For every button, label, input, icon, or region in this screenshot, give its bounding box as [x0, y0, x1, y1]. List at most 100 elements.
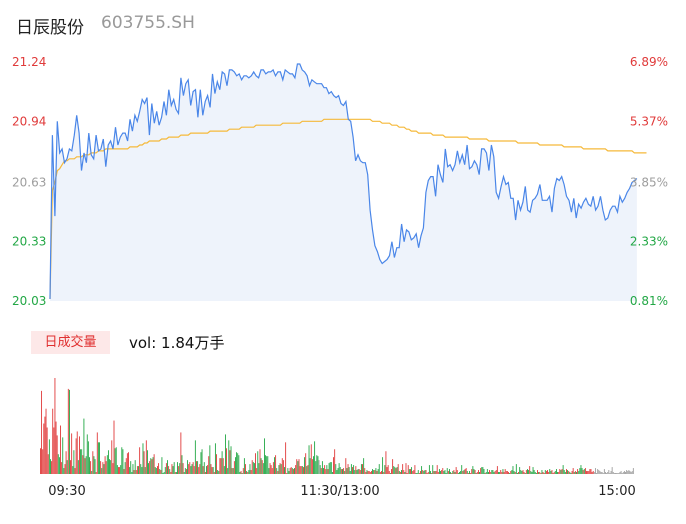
volume-bar: [373, 470, 375, 474]
volume-bar: [175, 472, 177, 474]
volume-bar: [486, 469, 488, 474]
volume-bar: [617, 473, 619, 474]
volume-bar: [64, 464, 66, 474]
volume-bar: [349, 471, 351, 474]
volume-bar: [601, 472, 603, 474]
volume-bar: [464, 469, 466, 474]
volume-bar: [392, 459, 394, 474]
volume-bar: [54, 378, 56, 474]
volume-bar: [154, 467, 156, 474]
volume-bar: [128, 452, 129, 474]
volume-bar: [456, 470, 458, 474]
volume-bar: [92, 451, 94, 474]
volume-bar: [209, 445, 211, 474]
volume-bar: [435, 471, 437, 474]
volume-bar: [547, 470, 548, 474]
price-axis: 21.24 20.94 20.63 20.33 20.03: [12, 55, 46, 308]
volume-bar: [416, 473, 418, 474]
volume-bar: [539, 472, 541, 474]
volume-bar: [84, 458, 86, 474]
volume-bar: [506, 471, 508, 474]
volume-bar: [463, 470, 465, 474]
volume-bar: [280, 464, 282, 474]
volume-bar: [185, 469, 187, 474]
volume-bar: [576, 472, 577, 474]
volume-bar: [426, 473, 428, 474]
volume-bar: [555, 469, 557, 474]
volume-bar: [553, 472, 555, 474]
volume-bar: [559, 469, 561, 474]
volume-bar: [44, 416, 46, 474]
volume-bar: [251, 460, 253, 474]
volume-bar: [91, 471, 93, 474]
volume-bar: [292, 469, 294, 474]
volume-bar: [181, 455, 183, 474]
volume-bar: [309, 458, 311, 474]
volume-bar: [141, 467, 143, 474]
volume-bar: [111, 440, 113, 474]
volume-bar: [167, 460, 168, 474]
volume-bar: [329, 462, 331, 474]
volume-bar: [475, 473, 477, 474]
volume-bar: [382, 457, 384, 474]
volume-bar: [56, 435, 58, 474]
volume-bar: [454, 472, 456, 474]
volume-bar: [519, 467, 521, 474]
volume-bar: [233, 461, 235, 474]
volume-bar: [495, 470, 497, 474]
volume-bar: [622, 472, 624, 474]
volume-bar: [331, 472, 333, 474]
volume-bar: [197, 461, 199, 474]
volume-bar: [594, 468, 596, 474]
volume-bar: [514, 472, 516, 474]
volume-bar: [421, 466, 423, 474]
volume-bar: [116, 465, 118, 474]
volume-bar: [492, 470, 494, 474]
volume-bar: [347, 464, 349, 474]
volume-bar: [159, 469, 161, 474]
price-tick-label: 20.33: [12, 235, 46, 249]
volume-bar: [527, 469, 528, 474]
volume-bar: [530, 471, 532, 474]
volume-bar: [557, 472, 558, 474]
volume-bar: [165, 463, 167, 474]
volume-bar: [138, 466, 139, 474]
volume-bar: [510, 471, 512, 474]
volume-bar: [479, 472, 480, 474]
volume-bar: [532, 467, 534, 474]
volume-bar: [72, 466, 74, 474]
volume-bar: [294, 468, 295, 474]
volume-bar: [132, 464, 134, 474]
volume-bar: [359, 470, 361, 474]
volume-bar: [407, 465, 409, 474]
volume-bar: [535, 473, 537, 474]
volume-bar: [418, 473, 420, 474]
volume-bar: [223, 466, 225, 474]
volume-bar: [493, 472, 495, 474]
volume-bar: [531, 472, 533, 474]
volume-bar: [225, 434, 226, 474]
volume-bar: [356, 470, 358, 474]
volume-bar: [470, 473, 472, 474]
volume-bar: [321, 461, 323, 474]
volume-bar: [512, 466, 514, 474]
volume-bar: [581, 468, 583, 474]
volume-bar: [605, 472, 606, 474]
volume-bar: [484, 473, 486, 474]
volume-bar: [52, 408, 54, 474]
volume-bar: [631, 471, 633, 474]
volume-bar: [500, 470, 502, 474]
volume-badge[interactable]: 日成交量: [31, 331, 110, 354]
volume-bar: [125, 458, 127, 474]
volume-bar: [182, 463, 184, 474]
volume-bar: [119, 467, 121, 474]
volume-bar: [521, 471, 523, 474]
volume-bar: [101, 468, 103, 474]
volume-bar: [386, 467, 388, 474]
volume-bar: [315, 461, 317, 474]
volume-bar: [163, 472, 165, 474]
volume-bar: [525, 470, 527, 474]
volume-bar: [587, 471, 589, 474]
volume-bar: [446, 468, 448, 474]
